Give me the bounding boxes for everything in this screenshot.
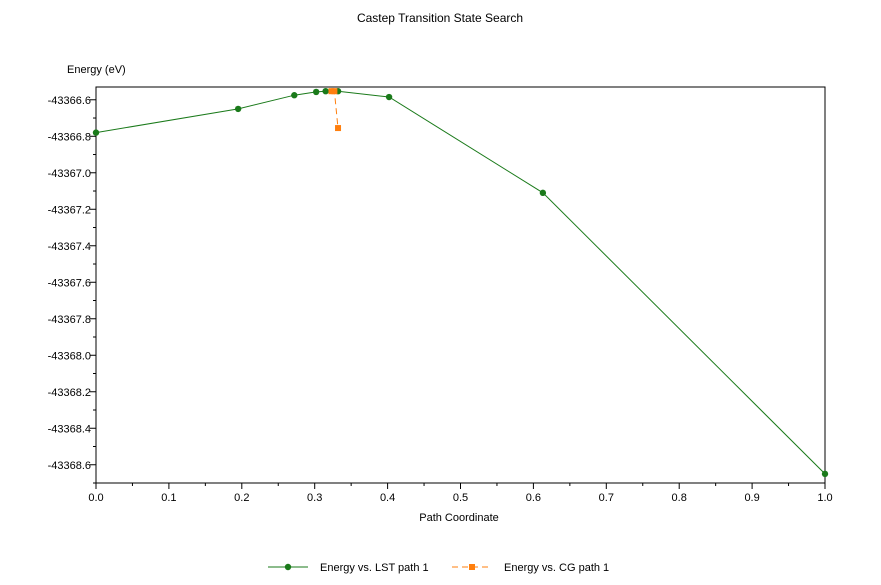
- y-tick-label: -43366.6: [48, 95, 91, 107]
- data-point-square: [335, 125, 342, 132]
- y-tick-label: -43367.8: [48, 314, 91, 326]
- y-tick-label: -43368.4: [48, 423, 91, 435]
- y-tick-label: -43368.0: [48, 350, 91, 362]
- x-tick-label: 0.9: [744, 492, 759, 504]
- chart-title: Castep Transition State Search: [357, 11, 523, 25]
- legend-label: Energy vs. LST path 1: [320, 562, 429, 574]
- plot-frame: [95, 86, 826, 484]
- data-point-circle: [234, 105, 242, 113]
- data-point-circle: [385, 93, 393, 101]
- data-point-square: [331, 88, 338, 95]
- y-tick-label: -43367.2: [48, 204, 91, 216]
- y-tick-label: -43367.0: [48, 168, 91, 180]
- x-tick-label: 0.4: [380, 492, 395, 504]
- series-layer: [92, 87, 829, 478]
- x-tick-label: 1.0: [817, 492, 832, 504]
- x-tick-label: 0.8: [672, 492, 687, 504]
- legend-marker-circle: [284, 563, 292, 571]
- y-tick-label: -43366.8: [48, 131, 91, 143]
- axes: 0.0 0.1 0.2 0.3 0.4 0.5 0.6 0.7 0.8 0.9 1.0 -43366.…: [48, 86, 833, 504]
- legend-label: Energy vs. CG path 1: [504, 562, 609, 574]
- data-point-circle: [92, 129, 100, 136]
- y-tick-label: -43368.6: [48, 460, 91, 472]
- x-tick-label: 0.6: [526, 492, 541, 504]
- y-axis-label: Energy (eV): [67, 64, 126, 76]
- x-tick-label: 0.3: [307, 492, 322, 504]
- y-tick-label: -43367.4: [48, 241, 91, 253]
- series-line-1: [95, 90, 826, 475]
- data-point-circle: [312, 88, 320, 96]
- y-tick-label: -43368.2: [48, 387, 91, 399]
- x-tick-label: 0.0: [88, 492, 103, 504]
- data-point-circle: [539, 189, 547, 197]
- series-line-2: [331, 90, 339, 129]
- x-tick-label: 0.1: [161, 492, 176, 504]
- y-tick-label: -43367.6: [48, 277, 91, 289]
- data-point-circle: [322, 87, 329, 95]
- x-tick-label: 0.7: [599, 492, 614, 504]
- x-tick-label: 0.2: [234, 492, 249, 504]
- legend-marker-square: [469, 564, 475, 570]
- legend: Energy vs. LST path 1 Energy vs. CG path …: [268, 562, 609, 574]
- data-point-circle: [291, 92, 298, 99]
- data-point-circle: [821, 470, 829, 478]
- x-tick-label: 0.5: [453, 492, 468, 504]
- x-axis-label: Path Coordinate: [419, 512, 499, 524]
